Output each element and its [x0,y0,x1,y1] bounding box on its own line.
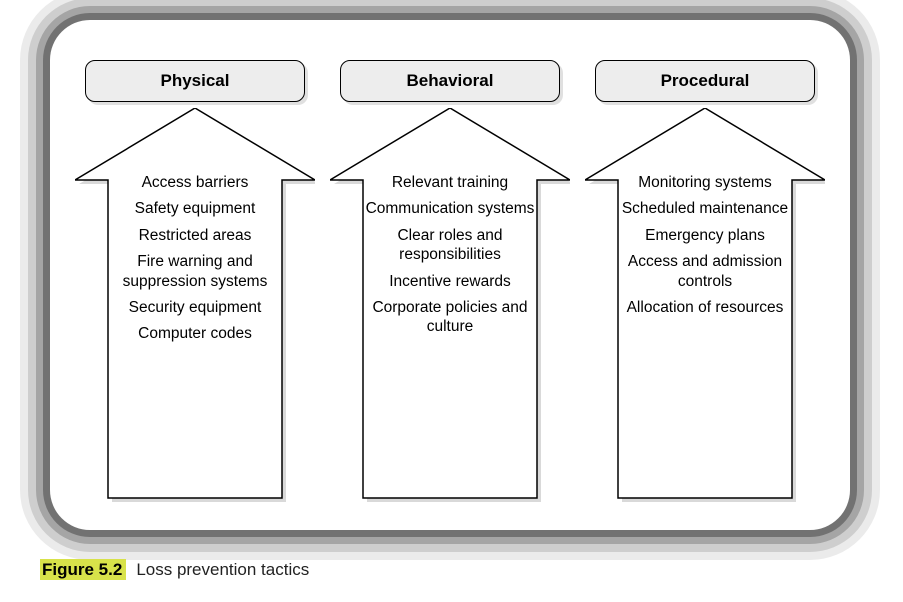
arrow-physical: Access barriers Safety equipment Restric… [85,108,305,344]
figure-caption: Figure 5.2 Loss prevention tactics [40,560,309,580]
arrow-behavioral: Relevant training Communication systems … [340,108,560,337]
list-item: Security equipment [95,298,295,317]
list-item: Emergency plans [605,226,805,245]
column-physical: Physical Access barriers Safety equipmen… [85,60,305,500]
list-item: Fire warning and suppression systems [95,252,295,291]
list-item: Restricted areas [95,226,295,245]
items-procedural: Monitoring systems Scheduled maintenance… [595,108,815,317]
list-item: Scheduled maintenance [605,199,805,218]
list-item: Computer codes [95,324,295,343]
list-item: Corporate policies and culture [350,298,550,337]
list-item: Allocation of resources [605,298,805,317]
header-procedural: Procedural [595,60,815,102]
figure-label: Figure 5.2 [40,559,126,580]
list-item: Clear roles and responsibilities [350,226,550,265]
list-item: Incentive rewards [350,272,550,291]
header-behavioral: Behavioral [340,60,560,102]
list-item: Access barriers [95,173,295,192]
columns-container: Physical Access barriers Safety equipmen… [50,60,850,500]
list-item: Access and admission controls [605,252,805,291]
list-item: Monitoring systems [605,173,805,192]
column-behavioral: Behavioral Relevant training Communicati… [340,60,560,500]
items-behavioral: Relevant training Communication systems … [340,108,560,337]
items-physical: Access barriers Safety equipment Restric… [85,108,305,344]
figure-title: Loss prevention tactics [136,560,309,579]
diagram-frame: Physical Access barriers Safety equipmen… [50,20,850,530]
header-physical: Physical [85,60,305,102]
list-item: Safety equipment [95,199,295,218]
list-item: Relevant training [350,173,550,192]
list-item: Communication systems [350,199,550,218]
column-procedural: Procedural Monitoring systems Scheduled … [595,60,815,500]
arrow-procedural: Monitoring systems Scheduled maintenance… [595,108,815,317]
